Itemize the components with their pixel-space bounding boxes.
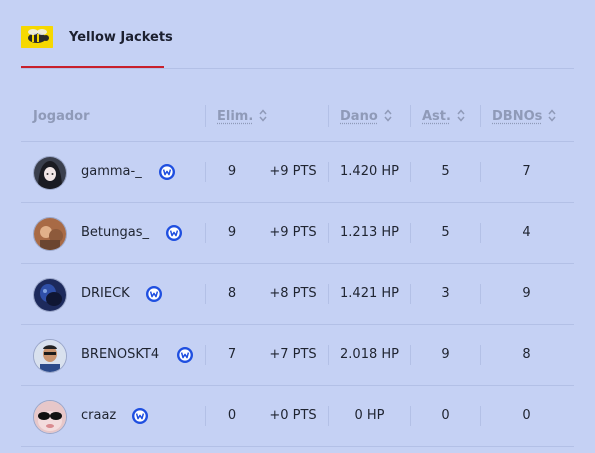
avatar[interactable] bbox=[33, 400, 67, 434]
column-divider bbox=[480, 105, 481, 127]
verified-badge-icon bbox=[146, 286, 162, 302]
sort-arrows-icon[interactable] bbox=[548, 109, 556, 126]
dbnos-value: 8 bbox=[522, 347, 531, 362]
table-row: DRIECK 8 +8 PTS 1.421 HP 3 9 bbox=[21, 264, 574, 325]
table-row: BRENOSKT4 7 +7 PTS 2.018 HP 9 8 bbox=[21, 325, 574, 386]
points-value: +8 PTS bbox=[269, 286, 317, 301]
assists-value: 3 bbox=[441, 286, 450, 301]
team-tab-bar: Yellow Jackets bbox=[21, 0, 574, 69]
player-name[interactable]: Betungas_ bbox=[81, 225, 149, 240]
assists-value: 5 bbox=[441, 164, 450, 179]
damage-value: 0 HP bbox=[354, 408, 385, 423]
column-divider bbox=[410, 105, 411, 127]
column-divider bbox=[328, 105, 329, 127]
player-name[interactable]: gamma-_ bbox=[81, 164, 142, 179]
header-damage[interactable]: Dano bbox=[340, 109, 392, 126]
verified-badge-icon bbox=[132, 408, 148, 424]
points-value: +9 PTS bbox=[269, 225, 317, 240]
sort-arrows-icon[interactable] bbox=[384, 109, 392, 126]
damage-value: 1.420 HP bbox=[340, 164, 399, 179]
tab-team[interactable]: Yellow Jackets bbox=[21, 0, 173, 68]
damage-value: 1.213 HP bbox=[340, 225, 399, 240]
assists-value: 0 bbox=[441, 408, 450, 423]
points-value: +7 PTS bbox=[269, 347, 317, 362]
assists-value: 9 bbox=[441, 347, 450, 362]
damage-value: 2.018 HP bbox=[340, 347, 399, 362]
header-player: Jogador bbox=[33, 109, 90, 124]
elims-value: 8 bbox=[227, 286, 237, 301]
dbnos-value: 0 bbox=[522, 408, 531, 423]
team-logo bbox=[21, 26, 53, 48]
table-row: gamma-_ 9 +9 PTS 1.420 HP 5 7 bbox=[21, 142, 574, 203]
verified-badge-icon bbox=[166, 225, 182, 241]
points-value: +9 PTS bbox=[269, 164, 317, 179]
sort-arrows-icon[interactable] bbox=[457, 109, 465, 126]
elims-value: 9 bbox=[227, 164, 237, 179]
avatar[interactable] bbox=[33, 217, 67, 251]
team-name: Yellow Jackets bbox=[69, 30, 173, 45]
elims-value: 9 bbox=[227, 225, 237, 240]
points-value: +0 PTS bbox=[269, 408, 317, 423]
player-name[interactable]: craaz bbox=[81, 408, 117, 423]
dbnos-value: 7 bbox=[522, 164, 531, 179]
player-name[interactable]: BRENOSKT4 bbox=[81, 347, 160, 362]
header-assists[interactable]: Ast. bbox=[422, 109, 465, 126]
table-header: Jogador Elim. Dano Ast. DBNOs bbox=[21, 93, 574, 142]
dbnos-value: 4 bbox=[522, 225, 531, 240]
assists-value: 5 bbox=[441, 225, 450, 240]
avatar[interactable] bbox=[33, 278, 67, 312]
elims-value: 7 bbox=[227, 347, 237, 362]
avatar[interactable] bbox=[33, 156, 67, 190]
scoreboard-table: Jogador Elim. Dano Ast. DBNOs gamma-_ 9 … bbox=[21, 93, 574, 447]
table-row: craaz 0 +0 PTS 0 HP 0 0 bbox=[21, 386, 574, 447]
player-name[interactable]: DRIECK bbox=[81, 286, 130, 301]
verified-badge-icon bbox=[159, 164, 175, 180]
damage-value: 1.421 HP bbox=[340, 286, 399, 301]
avatar[interactable] bbox=[33, 339, 67, 373]
header-dbnos[interactable]: DBNOs bbox=[492, 109, 556, 126]
dbnos-value: 9 bbox=[522, 286, 531, 301]
elims-value: 0 bbox=[227, 408, 237, 423]
column-divider bbox=[205, 105, 206, 127]
sort-arrows-icon[interactable] bbox=[259, 109, 267, 126]
header-elims[interactable]: Elim. bbox=[217, 109, 267, 126]
verified-badge-icon bbox=[177, 347, 193, 363]
table-row: Betungas_ 9 +9 PTS 1.213 HP 5 4 bbox=[21, 203, 574, 264]
